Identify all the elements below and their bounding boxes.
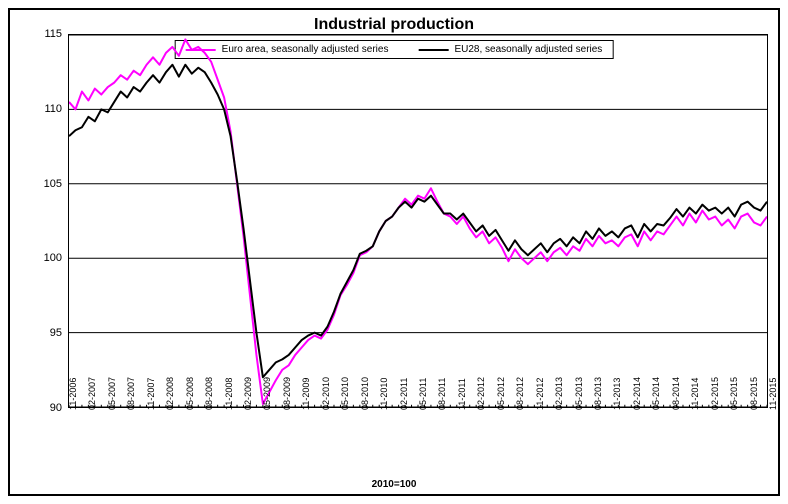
y-tick-label: 110 <box>44 103 62 115</box>
y-tick-label: 115 <box>44 28 62 40</box>
y-tick-label: 100 <box>44 252 62 264</box>
plot-area <box>68 34 768 408</box>
x-axis-title: 2010=100 <box>10 479 778 490</box>
chart-title: Industrial production <box>10 16 778 34</box>
y-tick-label: 95 <box>50 327 62 339</box>
x-axis-labels: 11-200602-200705-200708-200711-200702-20… <box>68 410 768 472</box>
chart-outer-border: Industrial production Euro area, seasona… <box>8 8 780 496</box>
x-tick-label: 11-2015 <box>768 378 788 410</box>
y-tick-label: 90 <box>50 402 62 414</box>
chart-frame: Industrial production Euro area, seasona… <box>0 0 788 504</box>
plot-svg <box>69 35 767 407</box>
y-axis-labels: 9095100105110115 <box>10 34 66 408</box>
y-tick-label: 105 <box>44 178 62 190</box>
